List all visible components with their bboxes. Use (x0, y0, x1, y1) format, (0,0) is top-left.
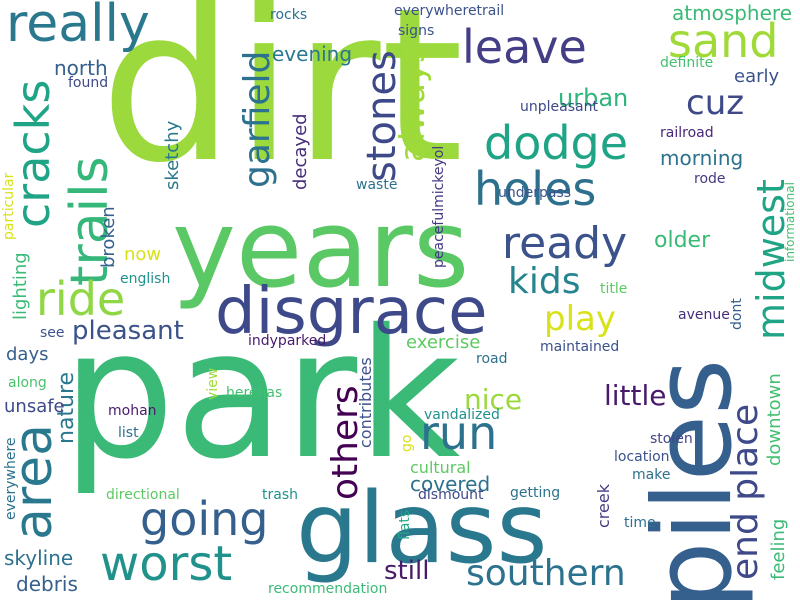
w-sketchy: sketchy (162, 120, 183, 190)
w-ride: ride (36, 272, 126, 326)
w-dirt: dirt (100, 0, 464, 209)
w-skyline: skyline (4, 546, 74, 570)
w-lighting: lighting (10, 252, 31, 320)
w-mohan: mohan (108, 403, 157, 419)
w-title: title (600, 281, 628, 297)
w-still: still (384, 556, 430, 586)
w-dont: dont (729, 298, 745, 330)
w-recommendation: recommendation (268, 581, 388, 597)
w-years: years (172, 187, 470, 312)
w-days: days (6, 344, 49, 365)
w-park: park (62, 291, 461, 498)
w-english: english (120, 271, 171, 287)
w-atmosphere: atmosphere (672, 1, 792, 25)
w-stolen: stolen (650, 431, 693, 447)
w-dismount: dismount (418, 487, 484, 503)
w-disgrace: disgrace (215, 275, 488, 349)
w-glass: glass (296, 472, 548, 586)
w-signs: signs (398, 23, 435, 39)
w-everywheretrail: everywheretrail (394, 3, 505, 19)
w-ready: ready (502, 218, 628, 269)
w-creek: creek (594, 484, 613, 528)
w-feeling: feeling (768, 518, 789, 580)
w-exercise: exercise (406, 332, 481, 353)
w-cuz: cuz (686, 83, 745, 123)
w-directional: directional (106, 487, 180, 503)
w-decayed: decayed (290, 113, 311, 190)
w-downtown: downtown (764, 373, 785, 466)
w-cultural: cultural (410, 458, 471, 477)
w-maintained: maintained (540, 339, 620, 355)
w-everywhere: everywhere (3, 437, 19, 520)
w-broken: broken (98, 206, 119, 268)
w-older: older (654, 228, 711, 253)
w-found: found (68, 75, 109, 91)
w-location: location (614, 449, 670, 465)
w-debris: debris (16, 572, 78, 596)
w-along: along (8, 375, 47, 391)
w-holes: holes (474, 162, 597, 216)
w-getting: getting (510, 485, 561, 501)
w-peacefulmickeyol: peacefulmickeyol (431, 145, 447, 268)
w-avenue: avenue (678, 307, 730, 323)
w-run: run (420, 406, 498, 460)
w-flats: flats (397, 509, 413, 540)
w-list: list (118, 425, 139, 441)
w-underpass: underpass (498, 185, 572, 201)
w-covered: covered (410, 472, 491, 496)
w-railroad: railroad (660, 125, 714, 141)
w-road: road (476, 351, 508, 367)
w-nice: nice (464, 383, 523, 416)
w-garfield: garfield (237, 50, 278, 188)
w-dodge: dodge (484, 116, 629, 170)
w-rocks: rocks (270, 7, 308, 23)
w-herehas: herehas (226, 385, 283, 401)
w-view: view (205, 367, 221, 400)
w-go: go (399, 434, 415, 452)
w-going: going (140, 492, 269, 546)
w-play: play (544, 299, 616, 339)
w-waste: waste (356, 177, 398, 193)
w-kids: kids (508, 261, 581, 302)
w-always: always (393, 45, 433, 162)
w-really: really (6, 0, 150, 54)
w-morning: morning (660, 146, 744, 170)
w-vandalized: vandalized (424, 407, 500, 423)
w-indyparked: indyparked (248, 333, 327, 349)
w-time: time (624, 515, 656, 531)
w-little: little (604, 379, 667, 412)
w-contributes: contributes (356, 357, 375, 448)
w-end-place: end place (725, 403, 766, 580)
w-unpleasant: unpleasant (520, 99, 598, 115)
w-early: early (734, 66, 780, 87)
w-worst: worst (100, 536, 233, 592)
w-sand: sand (668, 14, 779, 68)
w-southern: southern (466, 553, 626, 594)
w-now: now (124, 244, 162, 265)
w-trash: trash (262, 487, 298, 503)
w-definite: definite (660, 55, 714, 71)
w-unsafe: unsafe (4, 396, 65, 417)
w-see: see (40, 325, 65, 341)
w-evening: evening (272, 42, 353, 66)
w-particular: particular (1, 172, 17, 240)
w-pleasant: pleasant (72, 316, 184, 346)
w-make: make (632, 467, 671, 483)
w-rode: rode (694, 171, 726, 187)
w-urban: urban (558, 84, 629, 112)
w-informational: informational (783, 182, 797, 262)
w-leave: leave (462, 20, 587, 74)
w-north: north (54, 56, 108, 80)
